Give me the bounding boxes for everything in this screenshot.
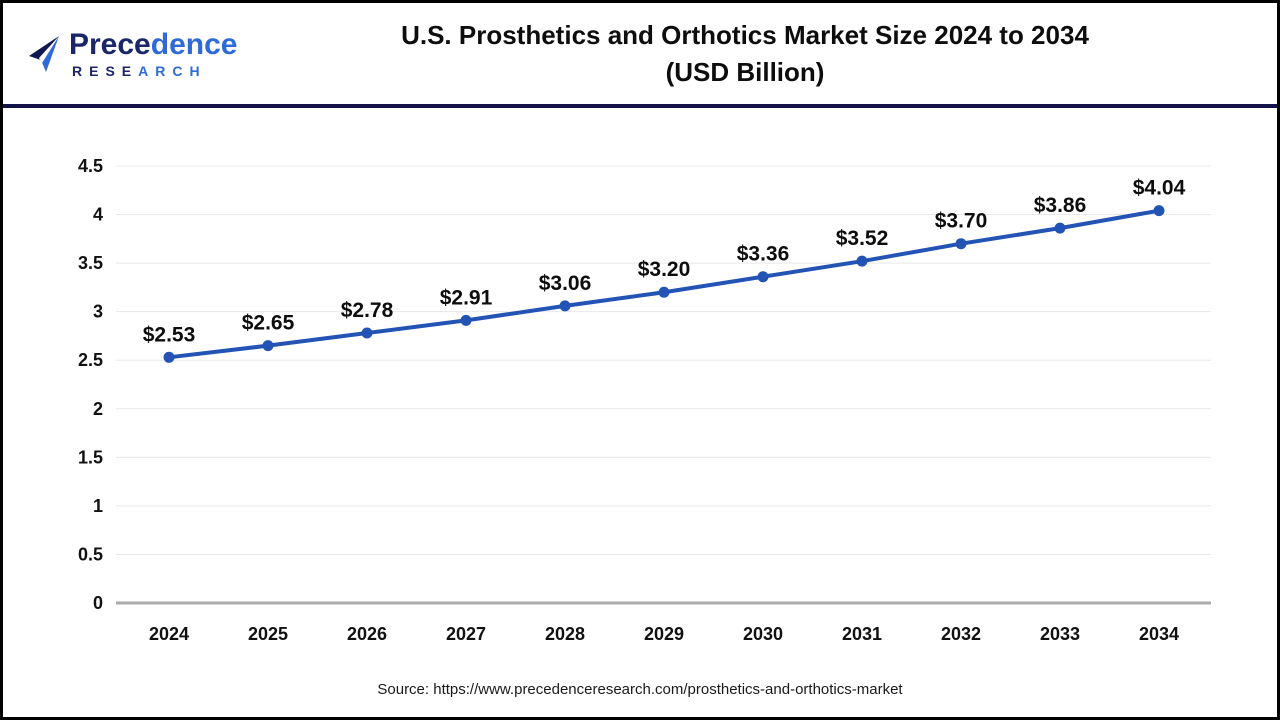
- data-point: [163, 351, 175, 363]
- x-axis-tick-label: 2034: [1139, 624, 1179, 644]
- y-axis-tick-label: 2: [93, 399, 103, 419]
- data-point: [1054, 222, 1066, 234]
- data-point-label: $4.04: [1133, 177, 1186, 200]
- logo-research-part1: RESE: [72, 62, 139, 79]
- data-point: [658, 286, 670, 298]
- logo-research-part2: ARCH: [138, 62, 207, 79]
- logo-brand-part1: Prece: [69, 27, 151, 61]
- y-axis-tick-label: 4: [93, 205, 103, 225]
- data-point-label: $3.52: [836, 227, 889, 250]
- data-labels-group: $2.53 $2.65 $2.78 $2.91 $3.06 $3.20 $3.36 $3.52…: [143, 177, 1186, 347]
- data-point: [757, 271, 769, 283]
- logo-brand-part2: dence: [150, 27, 238, 61]
- y-axis-tick-label: 0.5: [78, 544, 103, 564]
- data-point: [856, 255, 868, 267]
- y-axis-tick-label: 3: [93, 302, 103, 322]
- data-point-label: $2.78: [341, 299, 394, 322]
- data-point: [955, 238, 967, 250]
- x-axis-tick-label: 2031: [842, 624, 882, 644]
- x-axis-tick-label: 2028: [545, 624, 585, 644]
- x-axis-tick-label: 2024: [149, 624, 189, 644]
- data-point: [262, 340, 274, 352]
- data-point: [1153, 205, 1165, 217]
- y-axis-tick-label: 1: [93, 496, 103, 516]
- y-axis-tick-label: 0: [93, 593, 103, 613]
- y-axis-tick-label: 3.5: [78, 253, 103, 273]
- data-point: [559, 300, 571, 312]
- data-point-label: $2.53: [143, 323, 196, 346]
- chart-svg: 00.511.522.533.544.5 2024 2025 2026 2027 202…: [78, 156, 1211, 644]
- chart-title-line1: U.S. Prosthetics and Orthotics Market Si…: [401, 19, 1089, 50]
- x-axis-tick-label: 2032: [941, 624, 981, 644]
- x-axis-tick-label: 2025: [248, 624, 288, 644]
- data-point: [361, 327, 373, 339]
- x-axis-tick-label: 2027: [446, 624, 486, 644]
- x-axis-tick-label: 2029: [644, 624, 684, 644]
- chart-title: U.S. Prosthetics and Orthotics Market Si…: [243, 17, 1277, 91]
- y-axis-tick-label: 1.5: [78, 447, 103, 467]
- y-axis-tick-label: 2.5: [78, 350, 103, 370]
- logo-text: Precedence RESEARCH: [69, 27, 238, 78]
- y-axis-tick-label: 4.5: [78, 156, 103, 176]
- x-axis-tick-label: 2030: [743, 624, 783, 644]
- data-point-label: $2.91: [440, 286, 493, 309]
- logo-research: RESEARCH: [69, 64, 237, 78]
- x-axis-labels-group: 2024 2025 2026 2027 2028 2029 2030 2031 2032 2033…: [149, 624, 1179, 644]
- header: Precedence RESEARCH U.S. Prosthetics and…: [3, 3, 1277, 108]
- source-text: Source: https://www.precedenceresearch.c…: [377, 681, 903, 698]
- data-point-label: $3.86: [1034, 194, 1087, 217]
- data-point-label: $3.20: [638, 258, 691, 281]
- precedence-logo: Precedence RESEARCH: [3, 27, 243, 78]
- x-axis-tick-label: 2033: [1040, 624, 1080, 644]
- series-line: [167, 208, 1161, 360]
- data-point-label: $3.70: [935, 210, 988, 233]
- data-point-label: $2.65: [242, 312, 295, 335]
- data-point-label: $3.06: [539, 272, 592, 295]
- logo-brand: Precedence: [69, 27, 238, 61]
- paper-plane-logo-icon: [29, 35, 59, 72]
- chart-title-line2: (USD Billion): [665, 56, 825, 87]
- data-point: [460, 314, 472, 326]
- data-point-label: $3.36: [737, 243, 790, 266]
- series-group: [163, 205, 1165, 363]
- x-axis-tick-label: 2026: [347, 624, 387, 644]
- gridlines-group: [116, 165, 1211, 605]
- y-axis-labels-group: 0 0.5 1 1.5 2 2.5 3 3.5 4 4.5: [78, 156, 103, 613]
